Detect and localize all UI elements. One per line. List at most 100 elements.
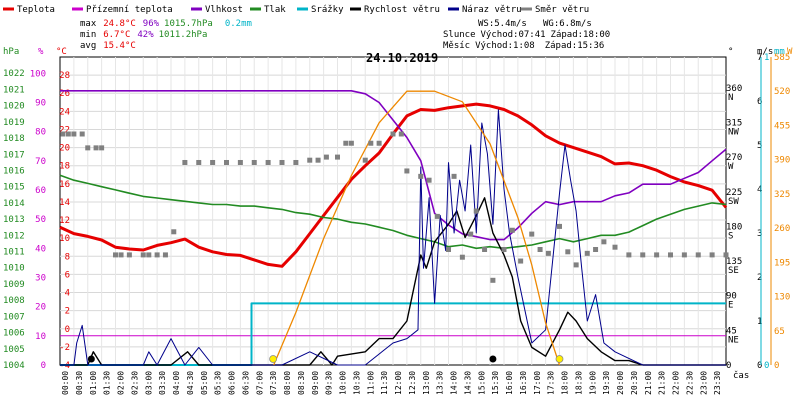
sun-event-marker: [269, 355, 278, 363]
wind-direction-point: [612, 244, 618, 250]
tick-w: 195: [774, 258, 790, 268]
tick-deg: 90: [726, 292, 737, 302]
tick-x: 01:00: [89, 371, 98, 395]
stat-max-label: max: [80, 19, 97, 29]
wind-direction-point: [518, 258, 524, 264]
wind-direction-point: [529, 231, 535, 237]
tick-hpa: 1013: [3, 215, 25, 225]
tick-deg-dir: N: [728, 93, 733, 103]
tick-x: 11:30: [380, 371, 389, 395]
wind-direction-point: [573, 262, 579, 268]
tick-x: 13:30: [436, 371, 445, 395]
wind-direction-point: [376, 140, 382, 146]
tick-degc: -2: [59, 343, 70, 353]
tick-x: 22:00: [672, 371, 681, 395]
axes: 1004100510061007100810091010101110121013…: [3, 53, 790, 395]
series-line-5: [60, 197, 726, 366]
wind-gust-info: WG:6.8m/s: [543, 19, 592, 29]
legend-label-6: Náraz větru: [462, 5, 522, 15]
moon-rise: Východ:1:08: [475, 41, 535, 51]
wind-direction-point: [251, 159, 257, 165]
tick-x: 22:30: [685, 371, 694, 395]
gridlines: [60, 57, 726, 365]
tick-w: 390: [774, 156, 790, 166]
tick-degc: 18: [59, 162, 70, 172]
wind-direction-point: [93, 145, 99, 151]
stat-min-label: min: [80, 30, 96, 40]
tick-deg: 180: [726, 222, 742, 232]
tick-x: 21:30: [658, 371, 667, 395]
tick-x: 23:30: [713, 371, 722, 395]
wind-direction-point: [434, 213, 440, 219]
wind-direction-point: [99, 145, 105, 151]
tick-hpa: 1012: [3, 231, 25, 241]
wind-direction-point: [451, 173, 457, 179]
astro-block: WS:5.4m/s WG:6.8m/s Slunce Východ:07:41 Zá…: [443, 19, 610, 51]
tick-x: 00:30: [75, 371, 84, 395]
wind-direction-point: [446, 247, 451, 252]
tick-x: 20:30: [630, 371, 639, 395]
tick-x: 11:00: [366, 371, 375, 395]
wind-speed-info: WS:5.4m/s: [478, 19, 527, 29]
wind-direction-point: [473, 208, 479, 214]
tick-hpa: 1005: [3, 345, 25, 355]
tick-x: 04:00: [172, 371, 181, 395]
tick-degc: 6: [65, 270, 70, 280]
wind-direction-point: [426, 177, 432, 183]
tick-x: 05:30: [214, 371, 223, 395]
stat-min-hum: 42%: [137, 30, 154, 40]
sun-event-marker: [555, 355, 564, 363]
tick-deg: 315: [726, 118, 742, 128]
moon-event-marker: [489, 355, 497, 363]
tick-w: 585: [774, 53, 790, 63]
wind-direction-point: [490, 277, 496, 283]
tick-x: 05:00: [200, 371, 209, 395]
tick-degc: 10: [59, 234, 70, 244]
wind-direction-point: [343, 140, 349, 146]
tick-w: 65: [774, 327, 785, 337]
tick-ms: 6: [757, 97, 762, 107]
axis-unit-mm: mm: [774, 47, 785, 57]
axis-unit-ms: m/s: [757, 47, 773, 57]
tick-pct: 20: [35, 303, 46, 313]
tick-x: 02:30: [130, 371, 139, 395]
axis-unit-w: W: [787, 47, 793, 57]
series-line-2: [59, 174, 727, 250]
marker-layer: [87, 355, 564, 363]
series-layer: [59, 90, 729, 366]
wind-direction-point: [162, 252, 168, 258]
tick-x: 15:00: [477, 371, 486, 395]
axis-unit-cas: čas: [733, 370, 749, 381]
legend-label-1: Přízemní teplota: [86, 5, 173, 15]
tick-deg-dir: W: [728, 162, 734, 172]
wind-direction-point: [85, 145, 91, 151]
tick-degc: 2: [65, 307, 70, 317]
tick-x: 17:00: [533, 371, 542, 395]
stat-avg-temp: 15.4°C: [103, 41, 136, 51]
wind-direction-point: [79, 131, 85, 137]
stat-max-press: 1015.7hPa: [164, 19, 213, 29]
wind-direction-point: [210, 159, 216, 165]
wind-direction-point: [154, 252, 160, 258]
tick-deg-dir: S: [728, 231, 733, 241]
tick-deg: 360: [726, 84, 742, 94]
tick-pct: 50: [35, 215, 46, 225]
wind-direction-point: [640, 252, 646, 258]
tick-hpa: 1018: [3, 134, 25, 144]
tick-deg: 225: [726, 188, 742, 198]
legend: Teplota Přízemní teplota Vlhkost Tlak Srážky…: [3, 5, 589, 15]
tick-x: 20:00: [616, 371, 625, 395]
tick-x: 04:30: [186, 371, 195, 395]
tick-mm: 1: [764, 53, 769, 63]
tick-deg-dir: E: [728, 301, 733, 311]
wind-direction-point: [60, 131, 66, 137]
legend-label-7: Směr větru: [535, 5, 589, 15]
wind-direction-point: [584, 250, 590, 256]
tick-hpa: 1022: [3, 69, 25, 79]
tick-deg-dir: SE: [728, 266, 739, 276]
